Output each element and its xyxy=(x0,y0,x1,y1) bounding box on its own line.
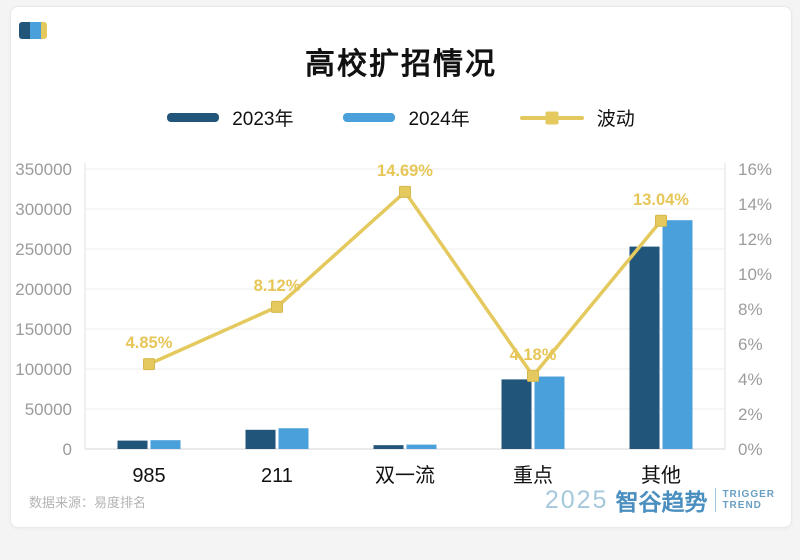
svg-text:12%: 12% xyxy=(738,230,772,249)
svg-text:0: 0 xyxy=(63,440,72,459)
svg-text:4.85%: 4.85% xyxy=(126,334,173,352)
svg-text:其他: 其他 xyxy=(641,464,681,487)
legend-line-swatch xyxy=(519,111,584,124)
svg-text:0%: 0% xyxy=(738,440,763,459)
svg-text:350000: 350000 xyxy=(15,160,72,179)
legend-square-marker-icon xyxy=(545,111,559,124)
chart-legend: 2023年 2024年 波动 xyxy=(11,104,791,131)
logo-stripe-yellow xyxy=(41,22,47,39)
page-title: 高校扩招情况 xyxy=(305,48,497,81)
svg-text:985: 985 xyxy=(132,465,165,487)
brand-tagline-line2: TREND xyxy=(722,500,762,511)
svg-text:4%: 4% xyxy=(738,370,763,389)
svg-text:250000: 250000 xyxy=(15,240,72,259)
svg-text:4.18%: 4.18% xyxy=(510,346,557,364)
brand-year: 2025 xyxy=(544,485,609,514)
svg-text:50000: 50000 xyxy=(25,400,72,419)
chart-area: 0 50000 100000 150000 200000 250000 300000 3500… xyxy=(11,143,793,493)
svg-text:13.04%: 13.04% xyxy=(633,191,689,209)
brand-tagline: TRIGGER TREND xyxy=(722,489,775,512)
corner-logo-icon xyxy=(19,22,47,39)
svg-text:10%: 10% xyxy=(738,265,772,284)
svg-text:14.69%: 14.69% xyxy=(377,162,433,180)
data-source-note: 数据来源：易度排名 xyxy=(29,495,147,510)
combo-chart: 0 50000 100000 150000 200000 250000 300000 3500… xyxy=(15,160,772,487)
legend-swatch-2023 xyxy=(167,113,220,122)
svg-text:200000: 200000 xyxy=(15,280,72,299)
legend-label-2024: 2024年 xyxy=(408,109,470,130)
svg-text:14%: 14% xyxy=(738,195,772,214)
legend-item-2024[interactable]: 2024年 xyxy=(343,104,470,131)
svg-text:150000: 150000 xyxy=(15,320,72,339)
svg-text:8%: 8% xyxy=(738,300,763,319)
svg-text:双一流: 双一流 xyxy=(375,464,435,487)
logo-stripe-blue xyxy=(30,22,41,39)
logo-stripe-dark xyxy=(19,22,30,39)
brand-tagline-line1: TRIGGER xyxy=(722,488,775,500)
legend-swatch-2024 xyxy=(343,113,396,122)
svg-text:6%: 6% xyxy=(738,335,763,354)
legend-label-fluctuation: 波动 xyxy=(596,109,635,130)
svg-text:重点: 重点 xyxy=(513,464,553,487)
svg-text:8.12%: 8.12% xyxy=(254,277,301,295)
brand-logo: 2025 智谷趋势 TRIGGER TREND xyxy=(545,483,775,517)
legend-item-2023[interactable]: 2023年 xyxy=(167,104,293,131)
svg-text:211: 211 xyxy=(261,465,293,487)
brand-divider xyxy=(715,488,717,512)
svg-text:2%: 2% xyxy=(738,405,763,424)
chart-card: 高校扩招情况 2023年 2024年 波动 0 50000 100000 150000… xyxy=(10,6,792,528)
svg-text:300000: 300000 xyxy=(15,200,72,219)
svg-text:16%: 16% xyxy=(738,160,772,179)
legend-label-2023: 2023年 xyxy=(232,109,294,130)
legend-item-fluctuation[interactable]: 波动 xyxy=(519,104,635,131)
svg-text:100000: 100000 xyxy=(15,360,72,379)
brand-name: 智谷趋势 xyxy=(615,489,708,515)
